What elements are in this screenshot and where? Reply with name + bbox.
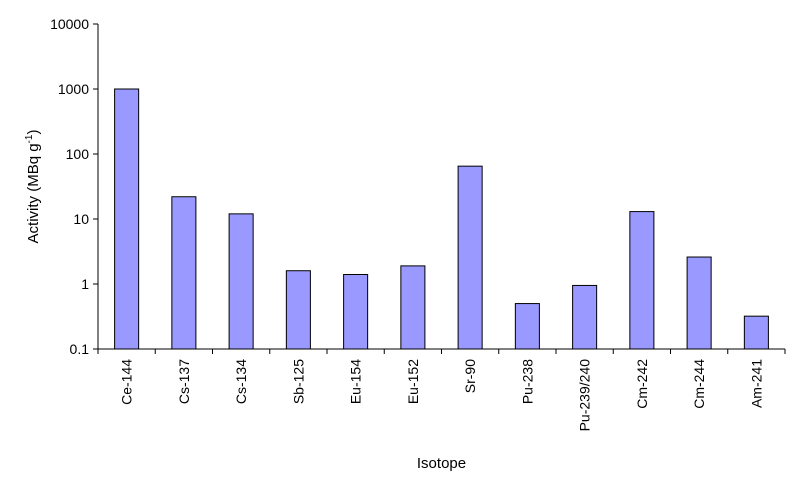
- bar-ce-144: [114, 88, 140, 350]
- y-axis-ticks: 0.1 1 10 100 1000 10000: [50, 16, 98, 357]
- x-tick-label: Cs-134: [233, 359, 249, 404]
- y-tick-label: 100: [66, 146, 90, 162]
- bar-eu-154: [343, 274, 369, 350]
- x-tick-label: Am-241: [748, 359, 764, 408]
- x-tick-label: Sb-125: [290, 359, 306, 404]
- x-tick-label: Pu-238: [519, 359, 535, 404]
- y-tick-label: 10: [73, 211, 89, 227]
- bar-pu-239-240: [572, 284, 598, 350]
- y-axis-title-sup: -1: [24, 134, 35, 143]
- bar-cm-242: [629, 211, 655, 350]
- bar-cs-137: [171, 196, 197, 350]
- x-axis-title: Isotope: [417, 455, 466, 472]
- y-tick-label: 1000: [58, 81, 89, 97]
- bar-am-241: [743, 315, 769, 350]
- x-tick-label: Sr-90: [462, 359, 478, 393]
- x-tick-label: Cs-137: [176, 359, 192, 404]
- x-tick-label: Ce-144: [119, 359, 135, 405]
- y-tick-label: 1: [81, 276, 89, 292]
- bars: [114, 88, 769, 350]
- y-axis-title-end: ): [25, 130, 42, 135]
- bar-cs-134: [228, 213, 254, 350]
- x-tick-label: Cm-244: [691, 359, 707, 409]
- x-tick-label: Eu-152: [405, 359, 421, 404]
- y-tick-label: 10000: [50, 16, 89, 32]
- y-axis-title: Activity (MBq g-1): [24, 130, 42, 244]
- y-axis-title-main: Activity (MBq g: [25, 143, 42, 243]
- x-tick-label: Cm-242: [634, 359, 650, 409]
- x-tick-label: Eu-154: [348, 359, 364, 404]
- bar-cm-244: [686, 256, 712, 350]
- x-axis-ticks: Ce-144 Cs-137 Cs-134 Sb-125 Eu-154 Eu-152 Sr-9…: [97, 349, 786, 432]
- bar-sb-125: [285, 270, 311, 350]
- bar-sr-90: [457, 165, 483, 350]
- x-tick-label: Pu-239/240: [577, 359, 593, 432]
- y-tick-label: 0.1: [70, 341, 90, 357]
- bar-eu-152: [400, 265, 426, 350]
- bar-pu-238: [514, 303, 540, 350]
